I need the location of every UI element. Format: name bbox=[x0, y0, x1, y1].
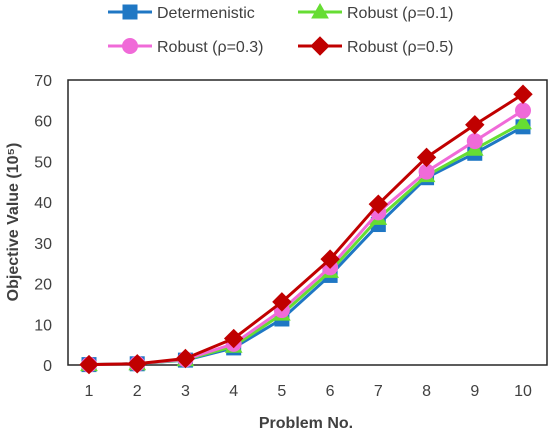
legend-item: Robust (ρ=0.5) bbox=[298, 36, 453, 56]
legend-marker bbox=[310, 36, 330, 56]
data-point bbox=[175, 348, 196, 369]
x-tick-label: 1 bbox=[85, 383, 94, 400]
data-point bbox=[466, 133, 483, 150]
legend-item: Determenistic bbox=[108, 4, 255, 22]
x-tick-label: 4 bbox=[229, 383, 238, 400]
data-point bbox=[127, 354, 147, 374]
data-point bbox=[223, 328, 244, 349]
series-4 bbox=[79, 84, 533, 375]
y-axis-title: Objective Value (10⁵) bbox=[5, 143, 22, 302]
data-point bbox=[272, 292, 292, 312]
series-3 bbox=[81, 102, 531, 373]
legend-item: Robust (ρ=0.3) bbox=[108, 38, 263, 56]
x-tick-label: 10 bbox=[514, 383, 532, 400]
plot-area-border bbox=[67, 79, 548, 366]
data-point bbox=[514, 113, 532, 130]
legend-marker bbox=[311, 2, 329, 19]
y-tick-label: 60 bbox=[34, 114, 52, 131]
legend-label: Robust (ρ=0.1) bbox=[347, 5, 453, 22]
x-axis-title: Problem No. bbox=[259, 415, 353, 432]
legend-item: Robust (ρ=0.1) bbox=[298, 2, 453, 22]
y-tick-label: 0 bbox=[43, 358, 52, 375]
data-point bbox=[79, 354, 99, 375]
data-point bbox=[465, 115, 485, 135]
data-point bbox=[416, 147, 437, 168]
legend-label: Robust (ρ=0.5) bbox=[347, 39, 453, 56]
y-axis-ticks: 0 10 20 30 40 50 60 70 bbox=[34, 73, 52, 375]
legend-marker bbox=[122, 4, 138, 20]
x-tick-label: 7 bbox=[374, 383, 383, 400]
legend: Determenistic Robust (ρ=0.1) Robust (ρ=0.3… bbox=[108, 2, 453, 56]
y-tick-label: 30 bbox=[34, 236, 52, 253]
y-tick-label: 20 bbox=[34, 277, 52, 294]
y-tick-label: 70 bbox=[34, 73, 52, 90]
data-point bbox=[513, 84, 533, 104]
legend-marker bbox=[122, 38, 138, 54]
data-point bbox=[515, 102, 531, 119]
series-layer bbox=[79, 84, 533, 375]
x-tick-label: 5 bbox=[277, 383, 286, 400]
series-line bbox=[88, 121, 524, 367]
x-tick-label: 8 bbox=[422, 383, 431, 400]
x-axis-ticks: 1 2 3 4 5 6 7 8 9 10 bbox=[85, 383, 532, 400]
series-line bbox=[88, 109, 524, 367]
series-2 bbox=[80, 113, 532, 372]
y-tick-label: 50 bbox=[34, 154, 52, 171]
x-tick-label: 6 bbox=[326, 383, 335, 400]
series-line bbox=[88, 125, 524, 367]
series-1 bbox=[81, 119, 531, 373]
legend-label: Determenistic bbox=[157, 5, 255, 22]
x-tick-label: 2 bbox=[133, 383, 142, 400]
series-line bbox=[88, 92, 524, 367]
y-tick-label: 10 bbox=[34, 317, 52, 334]
legend-label: Robust (ρ=0.3) bbox=[157, 39, 263, 56]
data-point bbox=[320, 249, 340, 269]
data-point bbox=[368, 194, 389, 214]
x-tick-label: 3 bbox=[181, 383, 190, 400]
y-tick-label: 40 bbox=[34, 195, 52, 212]
x-tick-label: 9 bbox=[470, 383, 479, 400]
